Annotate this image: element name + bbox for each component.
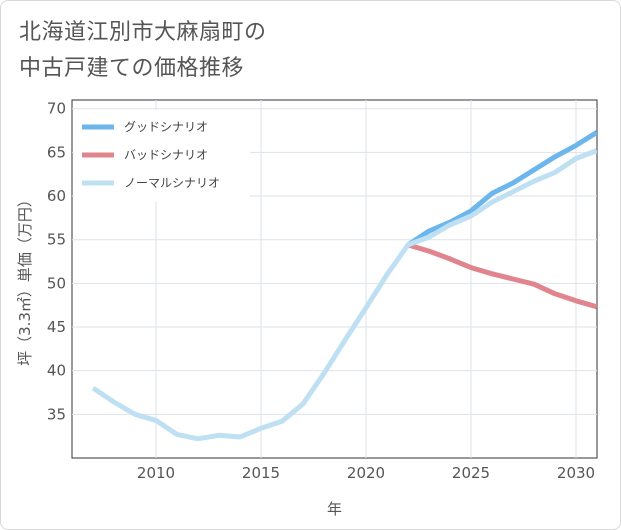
- series-line-2: [407, 242, 597, 310]
- y-tick-labels: 35 40 45 50 55 60 65 70: [47, 100, 66, 424]
- grid-lines: [72, 100, 597, 458]
- chart-title-line-2: 中古戸建ての価格推移: [19, 56, 245, 81]
- y-tick-label: 60: [47, 187, 66, 205]
- x-tick-label: 2015: [242, 464, 280, 482]
- legend-label: グッドシナリオ: [124, 120, 208, 134]
- x-tick-label: 2010: [137, 464, 175, 482]
- x-tick-labels: 2010 2015 2020 2025 2030: [137, 464, 595, 482]
- y-tick-label: 55: [47, 231, 66, 249]
- y-tick-label: 50: [47, 274, 66, 292]
- series-line-1: [406, 130, 597, 247]
- x-tick-label: 2030: [557, 464, 595, 482]
- x-axis-title: 年: [327, 500, 342, 518]
- x-tick-label: 2020: [347, 464, 385, 482]
- series-line-3: [91, 148, 597, 442]
- y-axis-title: 坪（3.3㎡）単価（万円）: [16, 192, 34, 366]
- chart-title-line-1: 北海道江別市大麻扇町の: [19, 20, 267, 45]
- legend-label: ノーマルシナリオ: [124, 176, 220, 190]
- y-tick-label: 65: [47, 143, 66, 161]
- legend-label: バッドシナリオ: [124, 148, 208, 162]
- x-tick-label: 2025: [452, 464, 490, 482]
- chart-title: 北海道江別市大麻扇町の 中古戸建ての価格推移: [19, 15, 267, 87]
- y-tick-label: 70: [47, 100, 66, 118]
- series-lines: [91, 130, 597, 442]
- y-tick-label: 45: [47, 318, 66, 336]
- y-tick-label: 35: [47, 405, 66, 423]
- y-tick-label: 40: [47, 362, 66, 380]
